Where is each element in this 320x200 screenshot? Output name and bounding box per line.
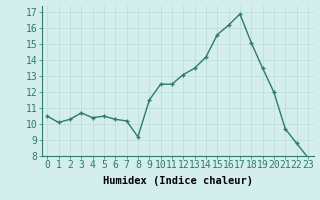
X-axis label: Humidex (Indice chaleur): Humidex (Indice chaleur)	[103, 176, 252, 186]
